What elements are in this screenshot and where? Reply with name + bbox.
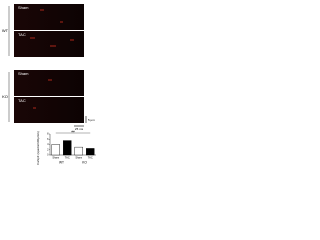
- bar: [74, 146, 83, 156]
- page: WT KO Sham TAC Sham TAC 5 μm 25 ms CaSpF…: [0, 0, 100, 165]
- bar: [51, 144, 60, 156]
- row-label: Sham: [18, 5, 29, 10]
- row-label: TAC: [18, 98, 26, 103]
- x-tick-label: TAC: [65, 156, 70, 160]
- x-tick-label: Sham: [75, 156, 82, 160]
- row-label: TAC: [18, 32, 26, 37]
- group-label: WT: [59, 160, 64, 164]
- row-label: Sham: [18, 71, 29, 76]
- x-tick-label: TAC: [88, 156, 93, 160]
- line-scan-image: [14, 70, 84, 96]
- scale-label: 5 μm: [88, 118, 95, 122]
- y-tick-label: 6: [47, 138, 49, 141]
- significance-label: ##: [71, 129, 75, 133]
- y-tick-label: 4: [47, 143, 49, 146]
- group-label: KO: [2, 94, 8, 99]
- figure: WT KO Sham TAC Sham TAC 5 μm 25 ms CaSpF…: [2, 4, 96, 165]
- sparks: [30, 9, 74, 109]
- line-scan-image: [14, 4, 84, 30]
- y-tick-label: 8: [47, 133, 49, 136]
- line-scan-image: [14, 31, 84, 57]
- scale-label: 25 ms: [75, 127, 84, 131]
- group-label: KO: [82, 160, 87, 164]
- y-tick-label: 2: [47, 148, 49, 151]
- group-label: WT: [2, 28, 9, 33]
- bar: [86, 148, 95, 156]
- x-tick-label: Sham: [52, 156, 59, 160]
- y-axis-label: CaSpF (sparks/100μm/s): [36, 131, 40, 164]
- bar: [63, 140, 72, 156]
- line-scan-image: [14, 97, 84, 123]
- y-tick-label: 0: [47, 154, 49, 157]
